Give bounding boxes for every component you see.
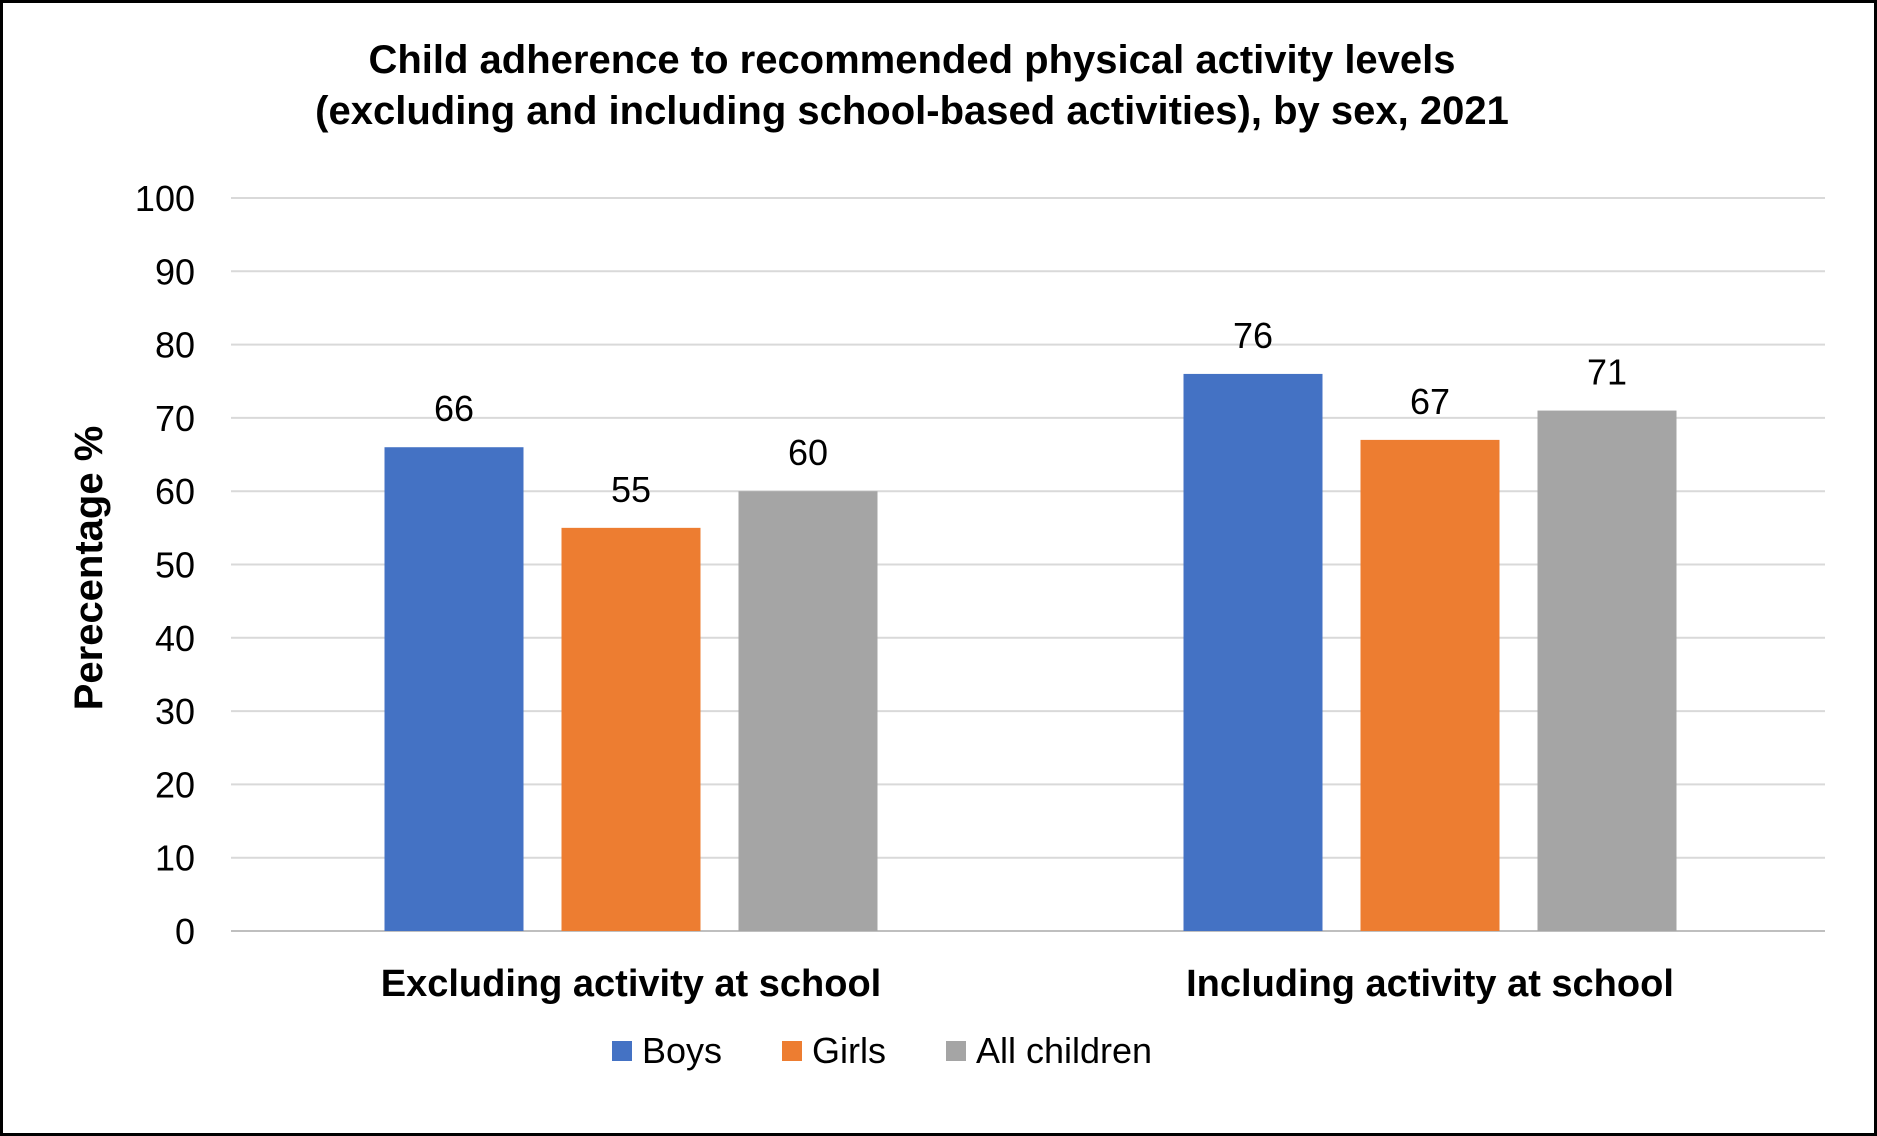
data-label: 67: [1410, 381, 1450, 422]
y-axis-ticks: 0 10 20 30 40 50 60 70 80 90 100: [135, 178, 195, 952]
data-label: 55: [611, 469, 651, 510]
y-tick-label: 40: [155, 618, 195, 659]
legend-label: All children: [976, 1030, 1152, 1071]
bar-chart: Child adherence to recommended physical …: [67, 38, 1825, 1071]
bar: [561, 527, 701, 931]
chart-title-line-1: Child adherence to recommended physical …: [368, 38, 1455, 82]
bar: [384, 447, 524, 931]
data-label: 71: [1587, 352, 1627, 393]
legend-swatch: [946, 1041, 966, 1061]
legend: Boys Girls All children: [612, 1030, 1152, 1071]
legend-swatch: [612, 1041, 632, 1061]
legend-label: Boys: [642, 1030, 722, 1071]
bar: [1360, 439, 1500, 931]
y-tick-label: 20: [155, 764, 195, 805]
chart-title-line-2: (excluding and including school-based ac…: [315, 89, 1509, 133]
x-axis-categories: Excluding activity at school Including ac…: [381, 963, 1674, 1005]
y-axis-label: Perecentage %: [67, 426, 111, 711]
y-tick-label: 30: [155, 691, 195, 732]
bar: [738, 491, 878, 931]
category-label: Including activity at school: [1186, 963, 1674, 1005]
data-labels: 66 55 60 76 67 71: [434, 315, 1627, 510]
chart-title: Child adherence to recommended physical …: [315, 38, 1509, 133]
y-tick-label: 90: [155, 251, 195, 292]
y-tick-label: 80: [155, 325, 195, 366]
legend-swatch: [782, 1041, 802, 1061]
category-label: Excluding activity at school: [381, 963, 881, 1005]
bar: [1183, 373, 1323, 931]
y-tick-label: 10: [155, 838, 195, 879]
y-tick-label: 0: [175, 911, 195, 952]
y-tick-label: 70: [155, 398, 195, 439]
bar: [1537, 410, 1677, 931]
y-tick-label: 60: [155, 471, 195, 512]
y-tick-label: 100: [135, 178, 195, 219]
data-label: 76: [1233, 315, 1273, 356]
y-tick-label: 50: [155, 545, 195, 586]
legend-label: Girls: [812, 1030, 886, 1071]
data-label: 60: [788, 432, 828, 473]
data-label: 66: [434, 388, 474, 429]
bars: [384, 373, 1677, 931]
